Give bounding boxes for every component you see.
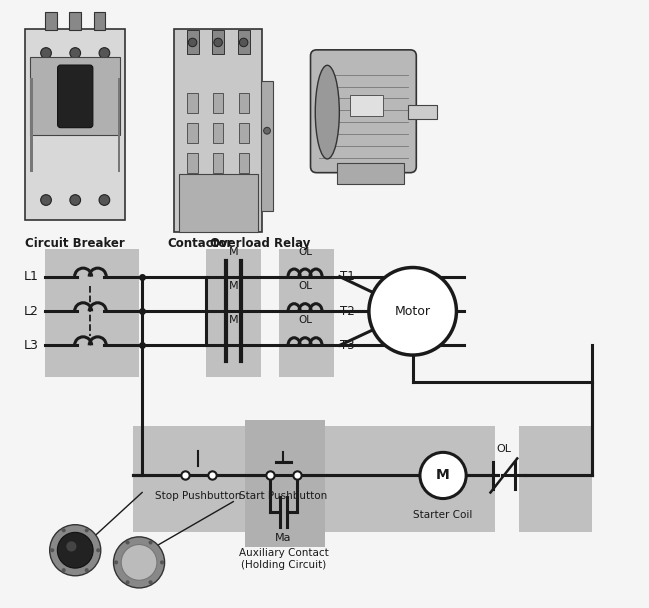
Text: Motor: Motor <box>395 305 431 318</box>
Text: Starter Coil: Starter Coil <box>413 510 472 519</box>
Text: Stop Pushbutton: Stop Pushbutton <box>155 491 241 500</box>
Circle shape <box>50 525 101 576</box>
Text: Contactor: Contactor <box>167 237 232 250</box>
Text: Overload Relay: Overload Relay <box>210 237 311 250</box>
Bar <box>239 92 249 112</box>
FancyBboxPatch shape <box>31 57 120 136</box>
FancyBboxPatch shape <box>175 29 262 232</box>
Text: OL: OL <box>298 282 312 291</box>
Circle shape <box>114 561 118 564</box>
Text: OL: OL <box>298 247 312 257</box>
Text: OL: OL <box>496 444 511 454</box>
Circle shape <box>41 195 51 206</box>
Circle shape <box>121 545 157 580</box>
Bar <box>212 30 224 55</box>
Circle shape <box>50 548 55 552</box>
Bar <box>239 153 249 173</box>
Bar <box>93 12 105 30</box>
Circle shape <box>149 541 153 545</box>
Bar <box>213 153 223 173</box>
Circle shape <box>125 541 130 545</box>
Circle shape <box>84 528 89 533</box>
Text: OL: OL <box>298 316 312 325</box>
Bar <box>519 426 592 532</box>
Bar <box>337 163 404 184</box>
Text: Circuit Breaker: Circuit Breaker <box>25 237 125 250</box>
FancyBboxPatch shape <box>25 29 125 220</box>
Text: L2: L2 <box>23 305 38 318</box>
FancyBboxPatch shape <box>58 65 93 128</box>
Circle shape <box>263 127 271 134</box>
Circle shape <box>239 38 248 47</box>
Bar <box>261 80 273 211</box>
Bar <box>188 92 198 112</box>
Bar <box>206 249 261 377</box>
Bar <box>45 249 139 377</box>
Bar <box>187 30 199 55</box>
Circle shape <box>62 568 66 572</box>
Bar <box>279 249 334 377</box>
Bar <box>404 426 476 532</box>
Text: T1: T1 <box>339 270 354 283</box>
FancyBboxPatch shape <box>310 50 416 173</box>
Bar <box>245 420 324 547</box>
Circle shape <box>99 47 110 58</box>
Circle shape <box>125 580 130 584</box>
Circle shape <box>66 541 77 551</box>
Bar <box>213 123 223 143</box>
Text: T2: T2 <box>339 305 354 318</box>
Text: Ma: Ma <box>275 533 291 543</box>
Circle shape <box>57 533 93 568</box>
Bar <box>239 123 249 143</box>
Text: L1: L1 <box>23 270 38 283</box>
Bar <box>188 153 198 173</box>
Bar <box>188 123 198 143</box>
Circle shape <box>84 568 89 572</box>
Text: T3: T3 <box>339 339 354 352</box>
Text: M: M <box>436 468 450 483</box>
Circle shape <box>420 452 466 499</box>
Circle shape <box>70 47 80 58</box>
Text: Start Pushbutton: Start Pushbutton <box>239 491 327 500</box>
Bar <box>213 92 223 112</box>
Bar <box>31 78 32 171</box>
Circle shape <box>99 195 110 206</box>
Ellipse shape <box>315 65 339 159</box>
Circle shape <box>188 38 197 47</box>
Bar <box>350 95 384 116</box>
Text: Auxiliary Contact
(Holding Circuit): Auxiliary Contact (Holding Circuit) <box>239 548 328 570</box>
FancyBboxPatch shape <box>178 174 258 232</box>
Bar <box>133 426 495 532</box>
Circle shape <box>369 268 456 355</box>
Bar <box>408 105 437 119</box>
Circle shape <box>70 195 80 206</box>
Text: M: M <box>228 316 238 325</box>
Circle shape <box>96 548 100 552</box>
Text: M: M <box>228 247 238 257</box>
Text: L3: L3 <box>23 339 38 352</box>
Circle shape <box>41 47 51 58</box>
Circle shape <box>160 561 164 564</box>
Circle shape <box>149 580 153 584</box>
Bar <box>238 30 250 55</box>
Bar <box>117 78 120 171</box>
Bar <box>69 12 81 30</box>
Text: M: M <box>228 282 238 291</box>
Circle shape <box>214 38 223 47</box>
Circle shape <box>62 528 66 533</box>
Bar <box>45 12 56 30</box>
Circle shape <box>114 537 165 588</box>
